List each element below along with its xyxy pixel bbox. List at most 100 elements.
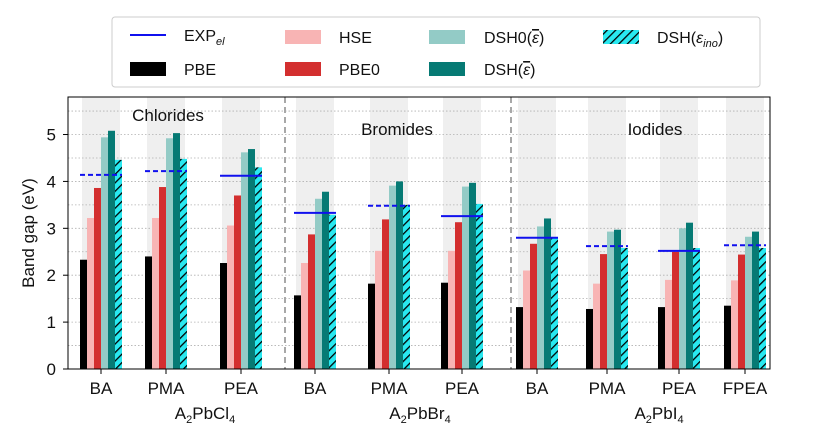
legend-dsh-ino-swatch: [603, 30, 639, 44]
bar-hse-pea: [448, 250, 455, 369]
y-tick-label: 0: [47, 360, 56, 379]
panel-title-iodides: Iodides: [628, 120, 683, 139]
bar-dsh0-pea: [462, 186, 469, 369]
bar-hse-ba: [87, 217, 94, 369]
bar-pbe-ba: [516, 307, 523, 369]
bar-dsh0-pea: [241, 152, 248, 369]
x-tick-label: BA: [526, 379, 549, 398]
bar-pbe-ba: [80, 259, 87, 369]
legend-dsh0-swatch: [429, 30, 465, 44]
bar-pbe0-pma: [159, 187, 166, 369]
x-tick-label: PEA: [445, 379, 480, 398]
bar-dsh-pea: [469, 182, 476, 369]
x-tick-label: FPEA: [723, 379, 768, 398]
y-axis-label: Band gap (eV): [19, 178, 38, 288]
legend-dsh-swatch: [429, 62, 465, 76]
group-label-bromides: A2PbBr4: [389, 404, 450, 426]
legend-dsh0-label: DSH0(ε): [484, 30, 544, 47]
bar-dsh_ino-pma: [180, 158, 187, 369]
bar-pbe0-pma: [382, 219, 389, 369]
bar-dsh-pma: [614, 229, 621, 369]
bar-pbe-pma: [368, 283, 375, 369]
bar-pbe-pea: [658, 307, 665, 369]
x-tick-label: PEA: [224, 379, 259, 398]
bars: [80, 130, 766, 369]
bar-dsh_ino-fpea: [759, 248, 766, 369]
plot-frame: [67, 96, 771, 370]
bar-dsh_ino-pma: [621, 248, 628, 369]
bar-hse-pea: [227, 225, 234, 369]
x-axis: BA PMA PEA BA PMA PEA BA PMA PEA FPEA: [90, 369, 768, 398]
bar-dsh_ino-pea: [255, 167, 262, 369]
bar-hse-ba: [523, 270, 530, 369]
bar-pbe0-pea: [455, 222, 462, 369]
bar-dsh-fpea: [752, 231, 759, 369]
y-tick-label: 4: [47, 172, 56, 191]
bar-dsh0-pma: [607, 231, 614, 369]
bar-hse-pma: [375, 250, 382, 369]
x-tick-label: BA: [90, 379, 113, 398]
y-tick-label: 5: [47, 126, 56, 145]
y-tick-label: 2: [47, 266, 56, 285]
legend-dsh-ino-label: DSH(εino): [657, 30, 723, 50]
bar-dsh0-ba: [101, 137, 108, 369]
bar-hse-ba: [301, 263, 308, 369]
panel-title-bromides: Bromides: [361, 120, 433, 139]
y-tick-label: 1: [47, 313, 56, 332]
legend-pbe-swatch: [130, 62, 166, 76]
y-axis: 0 1 2 3 4 5: [47, 126, 68, 379]
legend-pbe0-swatch: [285, 62, 321, 76]
group-label-iodides: A2PbI4: [634, 404, 683, 426]
bar-pbe-pea: [441, 282, 448, 369]
y-tick-label: 3: [47, 219, 56, 238]
bar-pbe-ba: [294, 295, 301, 369]
bar-dsh_ino-pma: [403, 204, 410, 369]
bar-pbe-pma: [145, 256, 152, 369]
x-tick-label: PEA: [662, 379, 697, 398]
bar-pbe0-pea: [234, 195, 241, 369]
legend: EXPel PBE HSE PBE0 DSH0(ε) DSH(ε) DSH(εi…: [111, 16, 761, 88]
x-tick-label: PMA: [589, 379, 627, 398]
bar-pbe0-ba: [308, 234, 315, 369]
bar-hse-pea: [665, 279, 672, 369]
group-label-chlorides: A2PbCl4: [175, 404, 235, 426]
panel-title-chlorides: Chlorides: [132, 106, 204, 125]
bar-dsh-pea: [248, 149, 255, 369]
legend-hse-label: HSE: [339, 30, 372, 47]
bar-hse-pma: [152, 217, 159, 369]
bar-dsh0-ba: [537, 226, 544, 369]
bar-pbe-fpea: [724, 305, 731, 369]
bar-hse-pma: [593, 283, 600, 369]
bar-dsh-ba: [322, 191, 329, 369]
x-tick-label: PMA: [371, 379, 409, 398]
experimental-lines: [80, 170, 766, 252]
bar-pbe0-ba: [94, 187, 101, 369]
legend-hse-swatch: [285, 30, 321, 44]
bar-dsh-ba: [544, 218, 551, 369]
bar-dsh-pma: [173, 133, 180, 369]
bar-pbe-pea: [220, 263, 227, 369]
bar-dsh_ino-ba: [551, 237, 558, 369]
bar-pbe0-ba: [530, 243, 537, 369]
bar-dsh0-pma: [166, 138, 173, 369]
bar-dsh_ino-pea: [693, 248, 700, 369]
bar-dsh0-ba: [315, 198, 322, 369]
legend-pbe-label: PBE: [184, 62, 216, 79]
bar-pbe0-fpea: [738, 254, 745, 369]
bar-dsh_ino-pea: [476, 203, 483, 369]
x-tick-label: BA: [304, 379, 327, 398]
legend-frame: [111, 16, 761, 88]
legend-dsh-label: DSH(ε): [484, 62, 535, 79]
legend-exp-label: EXPel: [184, 28, 225, 48]
bar-dsh0-fpea: [745, 236, 752, 369]
bar-dsh-pma: [396, 181, 403, 369]
bar-pbe0-pea: [672, 251, 679, 369]
x-tick-label: PMA: [148, 379, 186, 398]
bar-dsh0-pea: [679, 228, 686, 369]
group-separators: [284, 97, 512, 369]
bar-pbe0-pma: [600, 254, 607, 369]
bar-hse-fpea: [731, 280, 738, 369]
bar-dsh-pea: [686, 222, 693, 369]
bar-dsh-ba: [108, 130, 115, 369]
